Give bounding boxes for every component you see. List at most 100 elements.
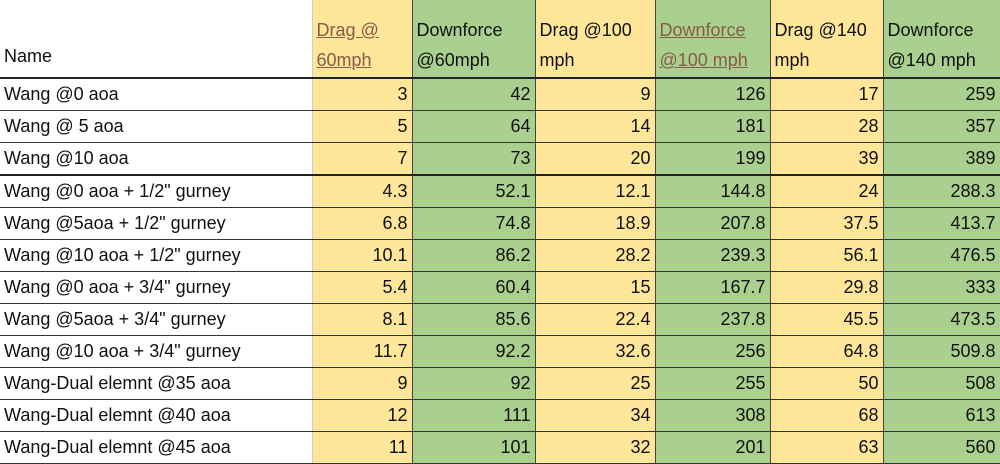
value-cell[interactable]: 25 bbox=[535, 367, 656, 400]
value-cell[interactable]: 5.4 bbox=[312, 271, 413, 304]
value-cell[interactable]: 64.8 bbox=[770, 335, 884, 368]
value-cell[interactable]: 32.6 bbox=[535, 335, 656, 368]
column-header[interactable]: Downforce @100 mph bbox=[655, 0, 771, 79]
name-cell[interactable]: Wang-Dual elemnt @35 aoa bbox=[0, 367, 313, 400]
value-cell[interactable]: 12 bbox=[312, 399, 413, 432]
name-cell[interactable]: Wang-Dual elemnt @40 aoa bbox=[0, 399, 313, 432]
name-cell[interactable]: Wang @0 aoa bbox=[0, 78, 313, 111]
value-cell[interactable]: 144.8 bbox=[655, 175, 771, 208]
value-cell[interactable]: 9 bbox=[535, 78, 656, 111]
value-cell[interactable]: 73 bbox=[412, 142, 536, 176]
value-cell[interactable]: 239.3 bbox=[655, 239, 771, 272]
value-cell[interactable]: 167.7 bbox=[655, 271, 771, 304]
value-cell[interactable]: 4.3 bbox=[312, 175, 413, 208]
value-cell[interactable]: 357 bbox=[883, 110, 1000, 143]
value-cell[interactable]: 92.2 bbox=[412, 335, 536, 368]
value-cell[interactable]: 6.8 bbox=[312, 207, 413, 240]
column-header[interactable]: Name bbox=[0, 0, 313, 79]
value-cell[interactable]: 37.5 bbox=[770, 207, 884, 240]
column-header[interactable]: Drag @ 60mph bbox=[312, 0, 413, 79]
value-cell[interactable]: 288.3 bbox=[883, 175, 1000, 208]
table-row: Wang-Dual elemnt @45 aoa 11 101 32 201 63 560 bbox=[0, 431, 1000, 464]
column-header[interactable]: Drag @100 mph bbox=[535, 0, 656, 79]
value-cell[interactable]: 10.1 bbox=[312, 239, 413, 272]
value-cell[interactable]: 68 bbox=[770, 399, 884, 432]
name-cell[interactable]: Wang @ 5 aoa bbox=[0, 110, 313, 143]
value-cell[interactable]: 199 bbox=[655, 142, 771, 176]
value-cell[interactable]: 50 bbox=[770, 367, 884, 400]
value-cell[interactable]: 86.2 bbox=[412, 239, 536, 272]
value-cell[interactable]: 111 bbox=[412, 399, 536, 432]
value-cell[interactable]: 20 bbox=[535, 142, 656, 176]
value-cell[interactable]: 237.8 bbox=[655, 303, 771, 336]
value-cell[interactable]: 24 bbox=[770, 175, 884, 208]
value-cell[interactable]: 42 bbox=[412, 78, 536, 111]
value-cell[interactable]: 22.4 bbox=[535, 303, 656, 336]
value-cell[interactable]: 476.5 bbox=[883, 239, 1000, 272]
value-cell[interactable]: 32 bbox=[535, 431, 656, 464]
name-cell[interactable]: Wang @0 aoa + 3/4" gurney bbox=[0, 271, 313, 304]
name-cell[interactable]: Wang @10 aoa bbox=[0, 142, 313, 176]
value-cell[interactable]: 45.5 bbox=[770, 303, 884, 336]
value-cell[interactable]: 259 bbox=[883, 78, 1000, 111]
value-cell[interactable]: 34 bbox=[535, 399, 656, 432]
value-cell[interactable]: 181 bbox=[655, 110, 771, 143]
value-cell[interactable]: 207.8 bbox=[655, 207, 771, 240]
name-cell[interactable]: Wang-Dual elemnt @45 aoa bbox=[0, 431, 313, 464]
value-cell[interactable]: 74.8 bbox=[412, 207, 536, 240]
value-cell[interactable]: 308 bbox=[655, 399, 771, 432]
value-cell[interactable]: 11.7 bbox=[312, 335, 413, 368]
value-cell[interactable]: 28 bbox=[770, 110, 884, 143]
value-cell[interactable]: 29.8 bbox=[770, 271, 884, 304]
value-cell[interactable]: 389 bbox=[883, 142, 1000, 176]
value-cell[interactable]: 333 bbox=[883, 271, 1000, 304]
value-cell[interactable]: 508 bbox=[883, 367, 1000, 400]
value-cell[interactable]: 18.9 bbox=[535, 207, 656, 240]
name-cell[interactable]: Wang @10 aoa + 3/4" gurney bbox=[0, 335, 313, 368]
value-cell[interactable]: 17 bbox=[770, 78, 884, 111]
column-header-label: Downforce @140 mph bbox=[887, 20, 976, 70]
column-header-label: Drag @100 mph bbox=[539, 20, 632, 70]
value-cell[interactable]: 92 bbox=[412, 367, 536, 400]
value-cell[interactable]: 14 bbox=[535, 110, 656, 143]
value-cell[interactable]: 15 bbox=[535, 271, 656, 304]
value-cell[interactable]: 201 bbox=[655, 431, 771, 464]
value-cell[interactable]: 256 bbox=[655, 335, 771, 368]
value-cell[interactable]: 3 bbox=[312, 78, 413, 111]
table-row: Wang @0 aoa + 1/2" gurney 4.3 52.1 12.1 144.… bbox=[0, 175, 1000, 208]
value-cell[interactable]: 7 bbox=[312, 142, 413, 176]
name-cell[interactable]: Wang @0 aoa + 1/2" gurney bbox=[0, 175, 313, 208]
value-cell[interactable]: 473.5 bbox=[883, 303, 1000, 336]
value-cell[interactable]: 12.1 bbox=[535, 175, 656, 208]
value-cell[interactable]: 9 bbox=[312, 367, 413, 400]
value-cell[interactable]: 101 bbox=[412, 431, 536, 464]
value-cell[interactable]: 413.7 bbox=[883, 207, 1000, 240]
value-cell[interactable]: 85.6 bbox=[412, 303, 536, 336]
column-header[interactable]: Downforce @140 mph bbox=[883, 0, 1000, 79]
value-cell[interactable]: 5 bbox=[312, 110, 413, 143]
value-cell[interactable]: 255 bbox=[655, 367, 771, 400]
value-cell[interactable]: 63 bbox=[770, 431, 884, 464]
column-header[interactable]: Downforce @60mph bbox=[412, 0, 536, 79]
column-header-label: Name bbox=[4, 46, 53, 66]
value-cell[interactable]: 60.4 bbox=[412, 271, 536, 304]
column-header[interactable]: Drag @140 mph bbox=[770, 0, 884, 79]
name-cell[interactable]: Wang @5aoa + 3/4" gurney bbox=[0, 303, 313, 336]
name-cell[interactable]: Wang @10 aoa + 1/2" gurney bbox=[0, 239, 313, 272]
value-cell[interactable]: 613 bbox=[883, 399, 1000, 432]
value-cell[interactable]: 509.8 bbox=[883, 335, 1000, 368]
table-row: Wang @0 aoa 3 42 9 126 17 259 bbox=[0, 78, 1000, 111]
value-cell[interactable]: 560 bbox=[883, 431, 1000, 464]
header-row: Name Drag @ 60mph Downforce @60mph Drag @10… bbox=[0, 0, 1000, 79]
table-row: Wang @5aoa + 3/4" gurney 8.1 85.6 22.4 237.8… bbox=[0, 303, 1000, 336]
value-cell[interactable]: 39 bbox=[770, 142, 884, 176]
value-cell[interactable]: 52.1 bbox=[412, 175, 536, 208]
value-cell[interactable]: 56.1 bbox=[770, 239, 884, 272]
name-cell[interactable]: Wang @5aoa + 1/2" gurney bbox=[0, 207, 313, 240]
value-cell[interactable]: 126 bbox=[655, 78, 771, 111]
value-cell[interactable]: 11 bbox=[312, 431, 413, 464]
value-cell[interactable]: 28.2 bbox=[535, 239, 656, 272]
table-row: Wang @5aoa + 1/2" gurney 6.8 74.8 18.9 207.8… bbox=[0, 207, 1000, 240]
value-cell[interactable]: 8.1 bbox=[312, 303, 413, 336]
value-cell[interactable]: 64 bbox=[412, 110, 536, 143]
